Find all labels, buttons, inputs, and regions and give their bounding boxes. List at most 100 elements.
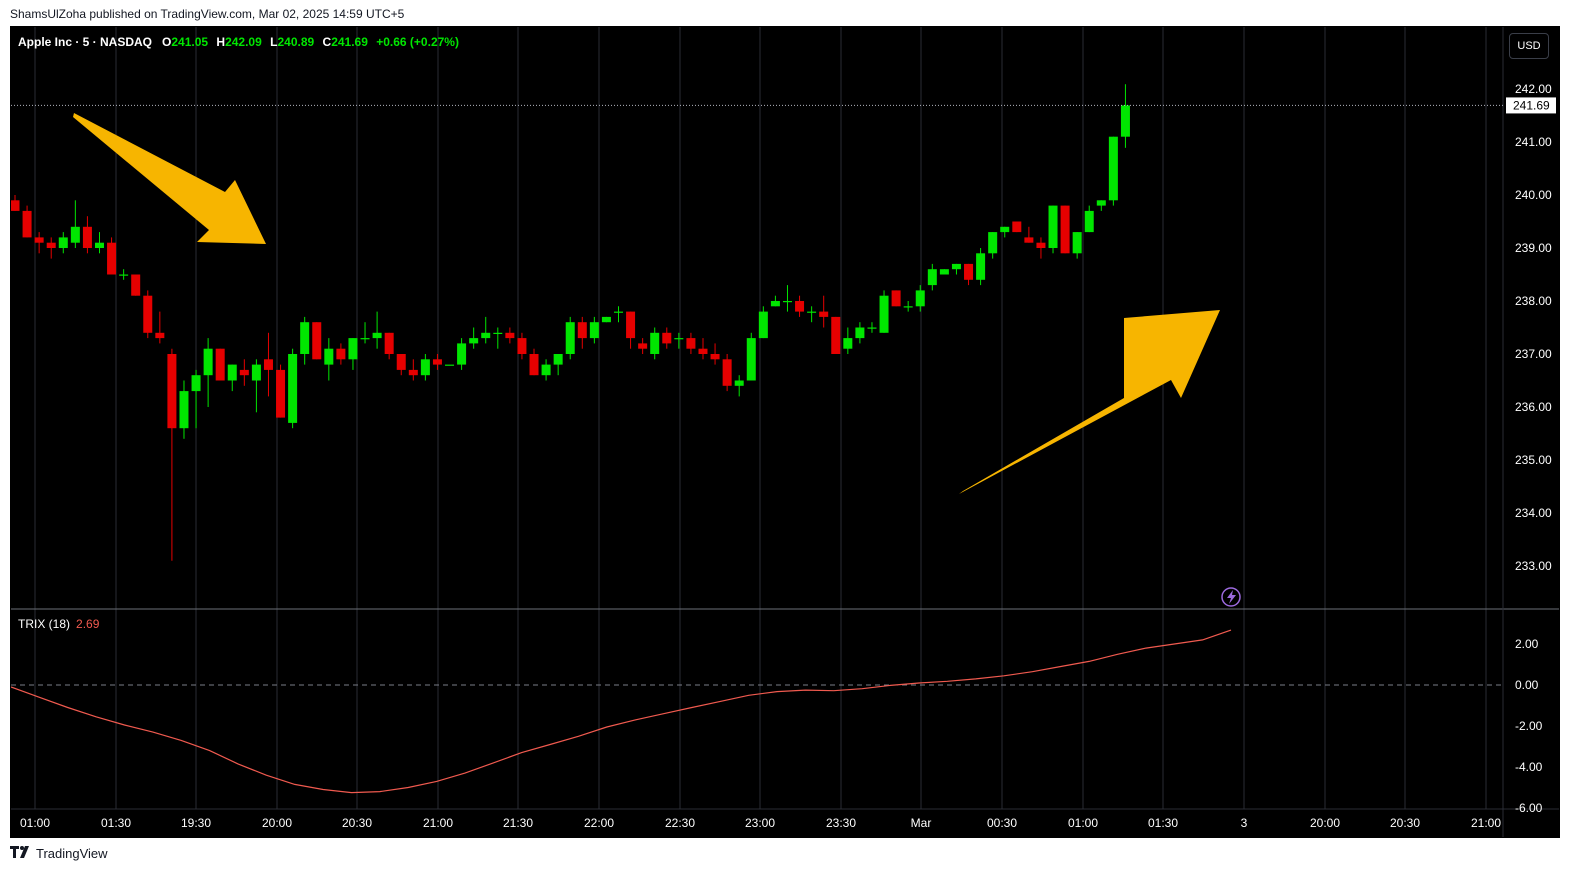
candle[interactable] [288, 348, 298, 429]
candle[interactable] [964, 263, 974, 286]
candle[interactable] [1036, 237, 1046, 259]
candle[interactable] [879, 290, 889, 333]
candle[interactable] [312, 322, 322, 360]
candle[interactable] [891, 290, 901, 307]
candle[interactable] [203, 338, 213, 407]
candle[interactable] [167, 348, 177, 561]
candle[interactable] [94, 232, 104, 254]
candle[interactable] [143, 290, 153, 339]
candle[interactable] [1108, 136, 1118, 206]
candle[interactable] [589, 316, 599, 344]
candle[interactable] [927, 263, 937, 291]
candle[interactable] [505, 327, 515, 344]
candle[interactable] [662, 327, 672, 349]
candle[interactable] [915, 285, 925, 312]
footer-branding[interactable]: TradingView [10, 846, 108, 861]
candle[interactable] [408, 359, 418, 381]
candle[interactable] [119, 269, 129, 280]
candle[interactable] [722, 354, 732, 392]
candle[interactable] [420, 354, 430, 381]
candle[interactable] [770, 295, 780, 307]
trix-legend[interactable]: TRIX (18) 2.69 [18, 617, 99, 631]
candle[interactable] [988, 232, 998, 259]
currency-button[interactable]: USD [1509, 33, 1549, 59]
candle[interactable] [1000, 226, 1010, 238]
candle[interactable] [34, 232, 44, 254]
candle[interactable] [11, 195, 20, 211]
candle[interactable] [58, 232, 68, 254]
candle[interactable] [553, 354, 563, 376]
candle[interactable] [384, 332, 394, 360]
candle[interactable] [855, 322, 865, 344]
candle-body [396, 354, 406, 370]
candle[interactable] [1024, 226, 1034, 243]
candle[interactable] [348, 338, 358, 370]
candle[interactable] [734, 375, 744, 397]
candle[interactable] [179, 380, 189, 439]
candle[interactable] [191, 369, 201, 429]
candle[interactable] [819, 295, 829, 328]
candle[interactable] [710, 343, 720, 365]
candle[interactable] [1072, 232, 1082, 259]
candle[interactable] [831, 316, 841, 354]
chart-canvas[interactable]: 242.00 241.00 240.00 239.00 238.00 237.00 236.… [11, 27, 1559, 837]
candle[interactable] [758, 306, 768, 339]
candle[interactable] [1084, 205, 1094, 233]
candle[interactable] [577, 316, 587, 349]
candle[interactable] [46, 237, 56, 259]
candle[interactable] [1060, 205, 1070, 254]
candle[interactable] [396, 354, 406, 376]
candle[interactable] [565, 316, 575, 360]
candle[interactable] [457, 338, 467, 370]
candle[interactable] [626, 311, 636, 349]
candle[interactable] [939, 269, 949, 275]
candle[interactable] [746, 332, 756, 381]
candle[interactable] [360, 322, 370, 344]
candle[interactable] [251, 359, 261, 413]
candle[interactable] [1096, 200, 1106, 211]
candle[interactable] [300, 316, 310, 365]
candle[interactable] [324, 338, 334, 381]
lightning-icon[interactable] [1221, 587, 1241, 607]
candle[interactable] [372, 311, 382, 349]
candle[interactable] [517, 332, 527, 360]
candle[interactable] [843, 327, 853, 355]
candle[interactable] [903, 301, 913, 312]
candle[interactable] [155, 311, 165, 344]
candle[interactable] [638, 338, 648, 354]
candle[interactable] [1048, 205, 1058, 254]
candle[interactable] [614, 306, 623, 323]
candle[interactable] [686, 332, 696, 354]
candle[interactable] [276, 364, 286, 418]
candle[interactable] [22, 205, 32, 238]
candle[interactable] [795, 295, 805, 317]
candle[interactable] [1120, 84, 1130, 148]
candle[interactable] [541, 359, 551, 381]
candle[interactable] [529, 348, 539, 376]
candle[interactable] [263, 332, 273, 397]
candle[interactable] [445, 364, 455, 366]
candle[interactable] [698, 338, 708, 360]
candle[interactable] [951, 263, 961, 275]
candle[interactable] [70, 200, 80, 248]
candle[interactable] [215, 348, 225, 381]
candle[interactable] [674, 332, 684, 349]
candle[interactable] [782, 285, 792, 312]
candle[interactable] [336, 343, 346, 365]
candle[interactable] [239, 359, 249, 386]
candle[interactable] [1012, 221, 1022, 233]
candle[interactable] [867, 322, 877, 333]
candle[interactable] [650, 327, 660, 360]
candle[interactable] [131, 274, 141, 296]
candle[interactable] [493, 327, 503, 349]
candle[interactable] [469, 327, 479, 349]
candle[interactable] [107, 237, 117, 275]
candle[interactable] [976, 248, 986, 286]
candle[interactable] [432, 354, 442, 370]
candle[interactable] [481, 316, 491, 344]
candle[interactable] [82, 216, 92, 254]
candle[interactable] [227, 364, 237, 392]
candle[interactable] [807, 306, 817, 323]
candle[interactable] [601, 316, 611, 323]
chart-frame[interactable]: 242.00 241.00 240.00 239.00 238.00 237.00 236.… [10, 26, 1560, 838]
